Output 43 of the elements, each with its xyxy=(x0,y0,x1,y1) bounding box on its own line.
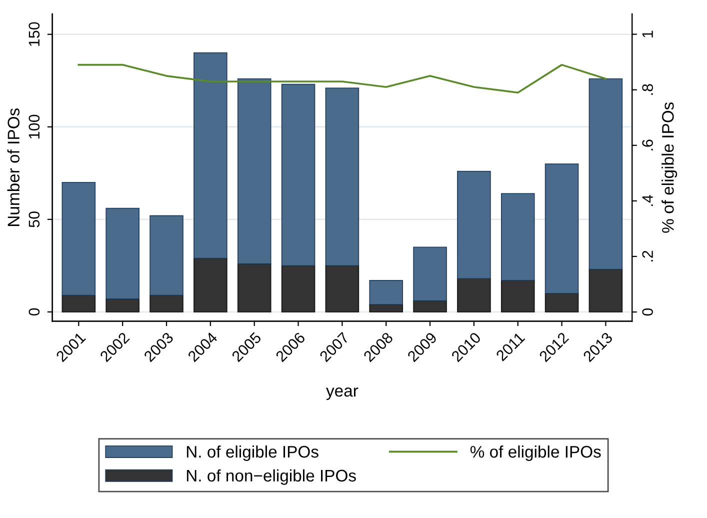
bar xyxy=(588,268,623,312)
y2-tick-label: .8 xyxy=(642,84,653,95)
y2-tick-label: 1 xyxy=(642,30,653,38)
y-tick-label: 150 xyxy=(28,22,40,46)
bar xyxy=(588,78,623,270)
bar xyxy=(325,265,360,312)
bar xyxy=(457,170,491,280)
legend-label: N. of non−eligible IPOs xyxy=(186,469,356,485)
bar xyxy=(281,84,316,266)
bar xyxy=(62,294,96,312)
bar xyxy=(369,304,403,312)
y2-tick-label: .4 xyxy=(642,194,653,206)
bar xyxy=(150,294,184,312)
bar xyxy=(237,78,272,264)
bar xyxy=(500,193,535,281)
bar xyxy=(106,298,140,312)
bar xyxy=(457,278,491,312)
y-tick-label: 50 xyxy=(28,211,40,228)
bar xyxy=(281,265,316,312)
bar xyxy=(106,208,140,300)
y-tick-label: 0 xyxy=(28,308,40,316)
legend-label: % of eligible IPOs xyxy=(470,445,601,461)
bar xyxy=(413,246,447,302)
bar xyxy=(194,258,228,312)
bar xyxy=(150,215,184,296)
bar xyxy=(325,88,360,266)
y2-axis-title: % of eligible IPOs xyxy=(662,102,678,233)
y2-tick-label: 0 xyxy=(642,308,653,316)
y-axis-title: Number of IPOs xyxy=(7,108,20,226)
bar xyxy=(194,52,228,259)
x-axis-title: year xyxy=(326,388,358,400)
legend-label: N. of eligible IPOs xyxy=(186,445,318,461)
bar xyxy=(369,280,403,305)
bar xyxy=(237,263,272,312)
bar xyxy=(544,292,579,312)
y-tick-label: 100 xyxy=(28,114,40,138)
line-series xyxy=(78,64,607,94)
bar xyxy=(544,163,579,294)
bar xyxy=(62,182,96,296)
bar xyxy=(500,280,535,312)
y2-tick-label: .6 xyxy=(642,140,653,150)
y2-tick-label: .2 xyxy=(642,250,653,262)
bar xyxy=(413,300,447,312)
